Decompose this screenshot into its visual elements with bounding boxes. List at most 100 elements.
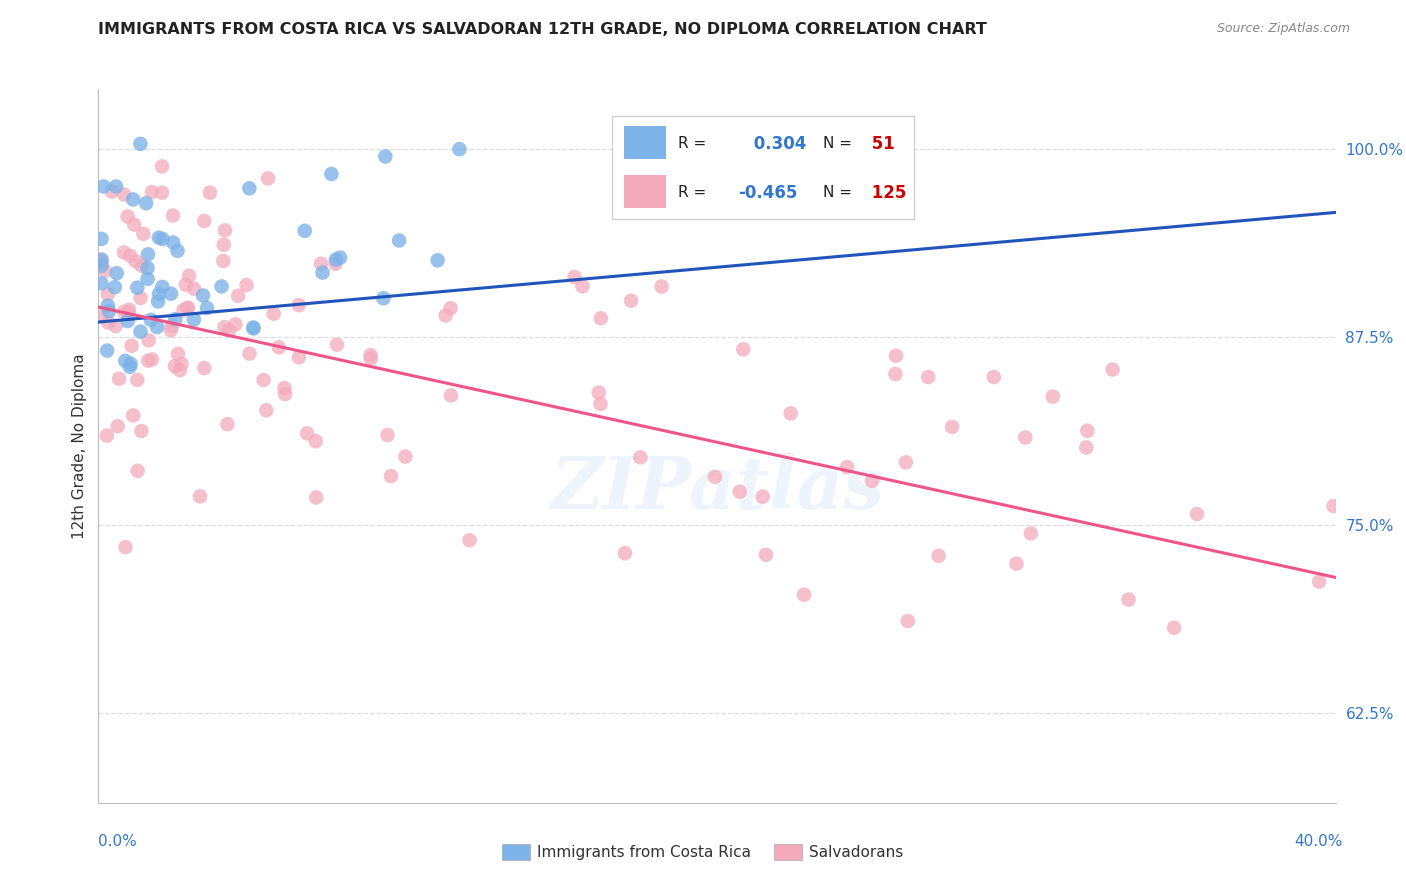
Bar [624,126,666,159]
Point [1185,507,1208,521]
Point [193,214,215,228]
Point [112,187,135,202]
Point [564,269,586,284]
Point [136,272,159,286]
Text: 0.304: 0.304 [748,135,806,153]
Point [159,323,181,337]
Point [1163,621,1185,635]
Point [183,312,205,326]
Point [440,388,463,402]
Point [884,349,907,363]
Point [107,419,129,434]
Point [651,279,673,293]
Point [257,171,280,186]
Point [235,277,257,292]
Point [917,370,939,384]
Point [835,460,858,475]
Point [198,186,221,200]
Point [162,235,184,250]
Point [173,302,195,317]
Point [114,540,136,554]
Point [254,403,277,417]
Point [96,343,118,358]
Point [211,279,233,293]
Point [613,546,636,560]
Text: 0.0%: 0.0% [98,834,138,849]
Point [360,351,382,366]
Point [160,318,183,333]
Point [135,196,157,211]
Point [98,304,121,318]
Point [193,361,215,376]
Point [1014,430,1036,444]
Point [152,232,174,246]
Point [218,323,240,337]
Point [305,434,328,449]
Point [326,338,349,352]
Point [138,334,160,348]
Point [129,291,152,305]
Point [374,149,396,163]
Point [90,252,112,267]
Point [174,277,197,292]
Point [273,381,295,395]
Point [733,343,755,357]
Point [325,257,347,271]
Point [589,311,612,326]
Point [117,210,139,224]
Point [129,136,152,151]
Point [127,280,149,294]
Point [125,254,148,268]
Point [131,259,153,273]
Point [325,252,347,267]
Point [131,424,153,438]
Point [122,409,145,423]
Point [94,264,117,278]
Y-axis label: 12th Grade, No Diploma: 12th Grade, No Diploma [72,353,87,539]
Point [1308,574,1330,589]
Point [97,287,120,301]
Point [105,179,128,194]
Point [212,237,235,252]
Point [112,305,135,319]
Point [217,417,239,432]
Point [884,367,907,381]
Point [1101,362,1123,376]
Point [96,428,118,442]
Text: Source: ZipAtlas.com: Source: ZipAtlas.com [1216,22,1350,36]
Point [983,370,1005,384]
Point [242,321,264,335]
Point [745,193,768,207]
Text: ZIPatlas: ZIPatlas [550,453,884,524]
Text: 51: 51 [866,135,894,153]
Point [274,387,297,401]
Point [388,234,411,248]
Point [728,484,751,499]
Point [588,385,610,400]
Text: IMMIGRANTS FROM COSTA RICA VS SALVADORAN 12TH GRADE, NO DIPLOMA CORRELATION CHAR: IMMIGRANTS FROM COSTA RICA VS SALVADORAN… [98,22,987,37]
Point [177,301,200,315]
Point [755,548,778,562]
Point [897,614,920,628]
Point [321,167,343,181]
Point [122,218,145,232]
Text: 125: 125 [866,184,905,202]
Point [146,294,169,309]
Bar [624,176,666,208]
Point [1005,557,1028,571]
Point [860,474,883,488]
Text: R =: R = [678,186,706,201]
Point [1076,424,1098,438]
Point [620,293,643,308]
Point [238,181,260,195]
Point [294,224,316,238]
Point [90,255,112,269]
Point [779,406,801,420]
Text: N =: N = [824,186,852,201]
Point [894,455,917,469]
Point [122,193,145,207]
Point [169,363,191,377]
Point [941,420,963,434]
Point [148,286,170,301]
Text: -0.465: -0.465 [738,184,799,202]
